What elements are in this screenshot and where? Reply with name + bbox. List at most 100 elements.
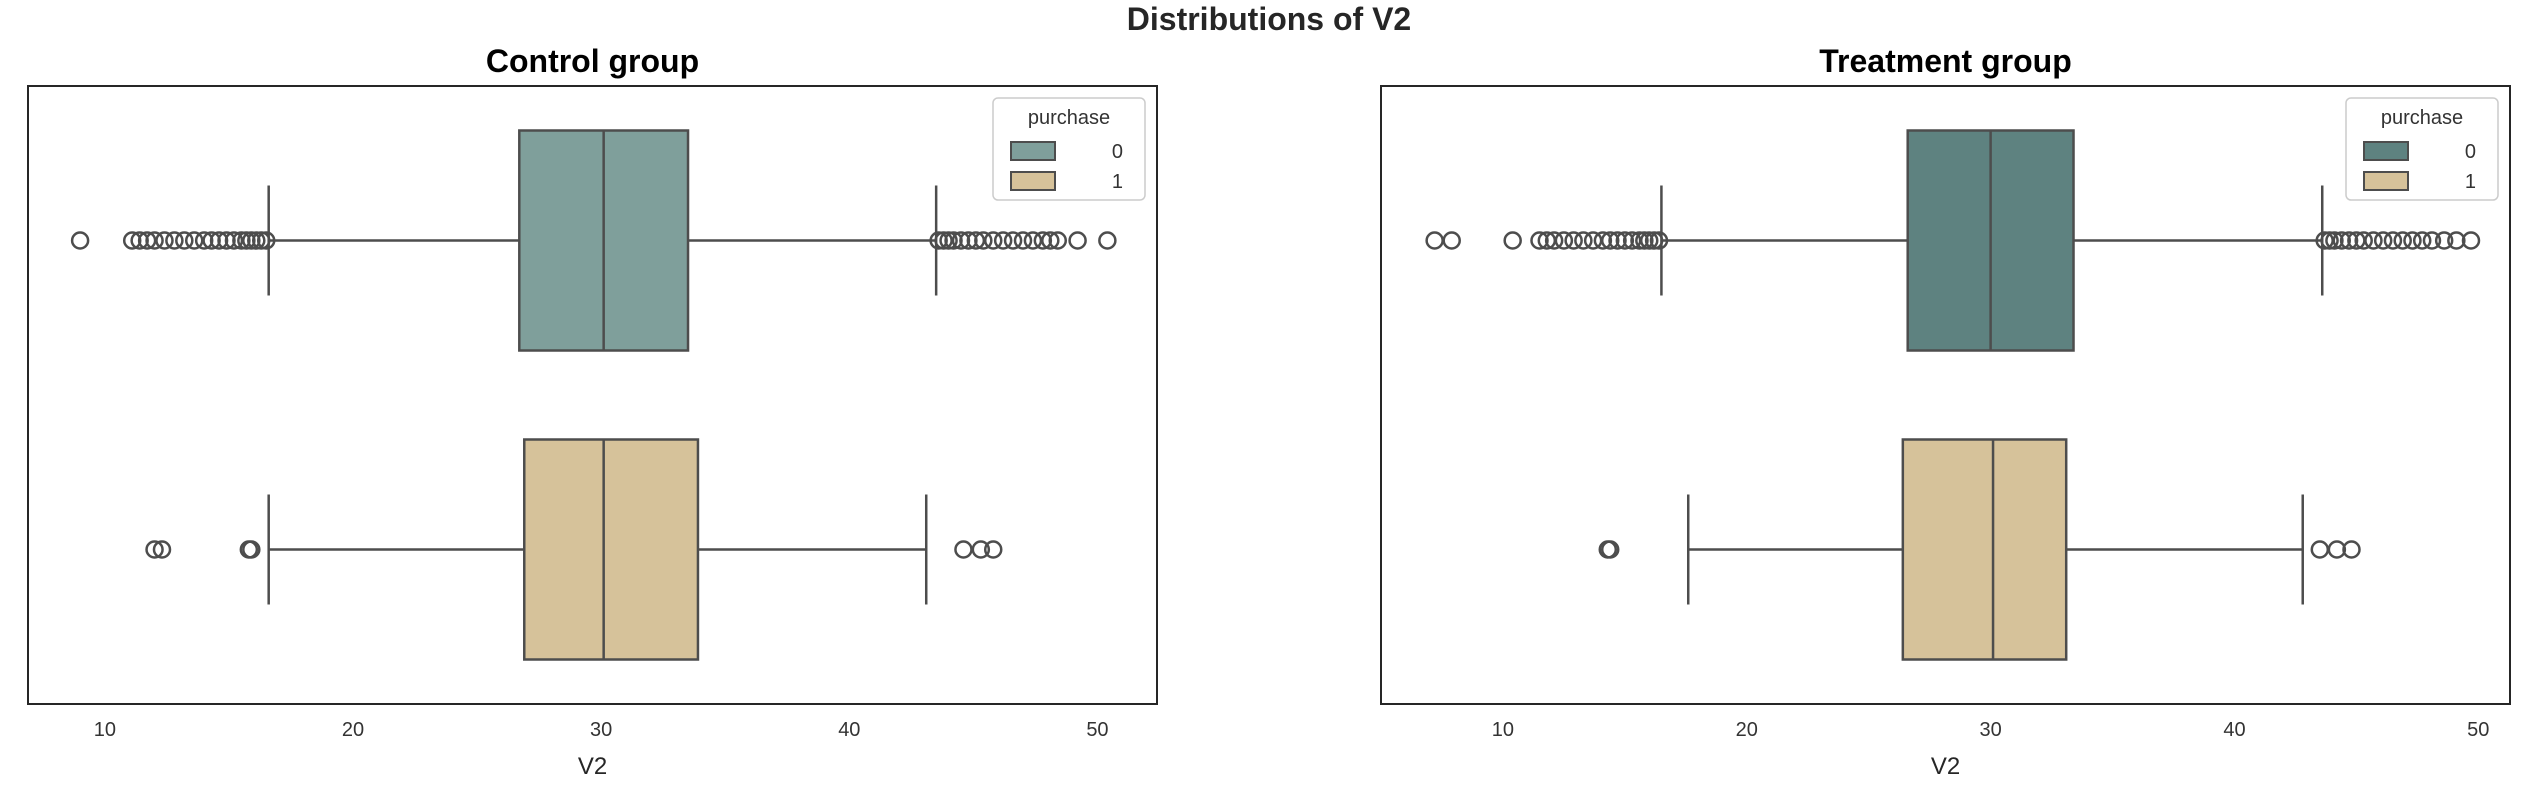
outlier-point	[2364, 231, 2383, 250]
outlier-point	[1608, 231, 1627, 250]
outlier-point	[1013, 231, 1033, 250]
outlier-point	[2403, 231, 2422, 250]
legend-swatch-0	[2363, 141, 2409, 161]
x-tick-label: 10	[1492, 719, 1514, 741]
outlier-point	[1615, 231, 1635, 250]
outlier-point	[152, 540, 172, 559]
outlier-point	[934, 231, 953, 250]
x-tick-label: 10	[94, 719, 116, 741]
outlier-point	[993, 231, 1013, 250]
outlier-point	[2310, 540, 2330, 559]
outlier-point	[1503, 231, 1522, 250]
outlier-point	[165, 231, 184, 250]
outlier-point	[155, 231, 174, 250]
outlier-point	[1600, 540, 1620, 559]
outlier-point	[2342, 540, 2361, 559]
x-tick-label: 50	[2467, 719, 2489, 741]
box-series-1	[145, 438, 1003, 661]
axes-frame	[27, 85, 1158, 705]
outlier-point	[939, 231, 958, 250]
x-tick-label: 40	[2223, 719, 2245, 741]
outlier-point	[1068, 231, 1087, 250]
x-tick-label: 50	[1086, 719, 1108, 741]
x-tick-label: 30	[1979, 719, 2001, 741]
outlier-point	[1574, 231, 1593, 250]
x-tick-label: 40	[838, 719, 860, 741]
iqr-box	[523, 438, 700, 661]
outlier-point	[954, 540, 973, 559]
outlier-point	[2393, 231, 2412, 250]
outlier-point	[2320, 231, 2339, 250]
legend-swatch-1	[2363, 171, 2409, 191]
outlier-point	[1544, 231, 1564, 250]
outlier-point	[2354, 231, 2373, 250]
outlier-point	[175, 231, 194, 250]
outlier-point	[2373, 231, 2393, 250]
outlier-point	[1425, 231, 1444, 250]
figure-title: Distributions of V2	[1127, 1, 1411, 37]
axes-frame	[1380, 85, 2511, 705]
outlier-point	[2447, 231, 2466, 250]
outlier-point	[1023, 231, 1043, 250]
outlier-point	[1644, 231, 1664, 250]
legend-swatch-0	[1010, 141, 1056, 161]
outlier-point	[242, 540, 261, 559]
outlier-point	[974, 231, 993, 250]
subplot-title: Control group	[486, 43, 699, 79]
outlier-point	[2412, 231, 2432, 250]
outlier-point	[2339, 231, 2359, 250]
x-axis-label: V2	[1931, 753, 1960, 780]
iqr-box	[1901, 438, 2068, 661]
outlier-point	[247, 231, 266, 250]
outlier-point	[1635, 231, 1654, 250]
legend-swatch-1	[1010, 171, 1056, 191]
outlier-point	[1003, 231, 1023, 250]
outlier-point	[251, 231, 271, 250]
x-axis-label: V2	[578, 753, 607, 780]
legend-label-0: 0	[2465, 141, 2476, 163]
outlier-point	[1649, 231, 1669, 250]
outlier-point	[1593, 231, 1613, 250]
outlier-point	[1554, 231, 1574, 250]
outlier-point	[145, 540, 164, 559]
x-tick-label: 30	[590, 719, 612, 741]
legend-label-1: 1	[2465, 171, 2476, 193]
outlier-point	[145, 231, 164, 250]
outlier-point	[70, 231, 90, 250]
legend-title: purchase	[2381, 107, 2463, 129]
outlier-point	[1041, 231, 1060, 250]
legend-title: purchase	[1028, 107, 1110, 129]
box-series-1	[1598, 438, 2361, 661]
box-series-0	[1425, 129, 2481, 352]
outlier-point	[1564, 231, 1583, 250]
outlier-point	[1442, 231, 1461, 250]
subplot-title: Treatment group	[1819, 43, 2071, 79]
legend-label-0: 0	[1112, 141, 1123, 163]
box-series-0	[70, 129, 1117, 352]
outlier-point	[966, 231, 986, 250]
outlier-point	[2325, 231, 2344, 250]
outlier-point	[1098, 231, 1117, 250]
outlier-point	[971, 540, 991, 559]
outlier-point	[983, 540, 1003, 559]
outlier-point	[1600, 231, 1620, 250]
legend-label-1: 1	[1112, 171, 1123, 193]
outlier-point	[1630, 231, 1649, 250]
outlier-point	[2383, 231, 2403, 250]
outlier-point	[224, 231, 244, 250]
outlier-point	[2332, 231, 2351, 250]
outlier-point	[1048, 231, 1067, 250]
x-tick-label: 20	[342, 719, 364, 741]
outlier-point	[1639, 231, 1659, 250]
outlier-point	[137, 231, 157, 250]
outlier-point	[2434, 231, 2454, 250]
outlier-point	[983, 231, 1003, 250]
outlier-point	[2461, 231, 2481, 250]
outlier-point	[1530, 231, 1549, 250]
